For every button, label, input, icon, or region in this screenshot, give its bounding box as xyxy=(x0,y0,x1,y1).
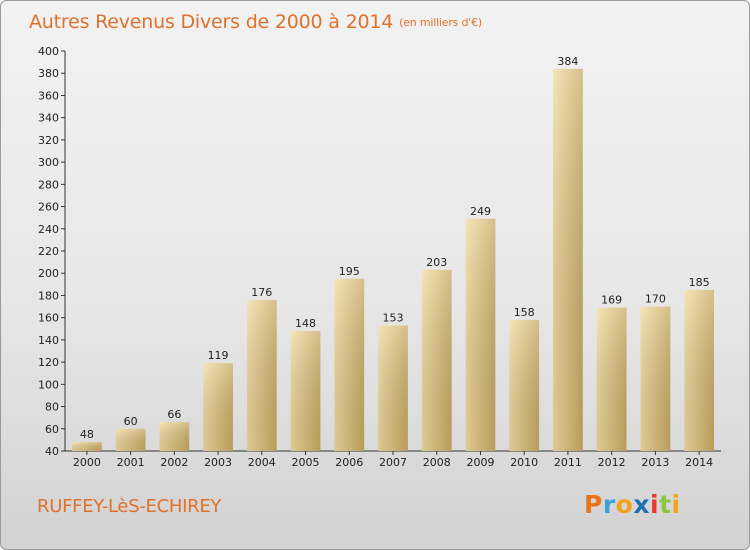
bar-value-label: 153 xyxy=(383,311,404,324)
y-tick-label: 240 xyxy=(38,223,59,236)
logo-letter: P xyxy=(584,490,603,519)
bar-shade xyxy=(378,325,408,451)
logo-letter: o xyxy=(615,490,634,519)
logo-letter: i xyxy=(671,490,681,519)
bar-shade xyxy=(509,319,540,451)
x-tick-label: 2003 xyxy=(204,456,232,469)
bar-value-label: 249 xyxy=(470,205,491,218)
bar-value-label: 203 xyxy=(426,256,447,269)
bar-shade xyxy=(71,442,102,451)
y-tick-label: 160 xyxy=(38,312,59,325)
value-labels: 48 60 66 119 176 148 195 153 203 249 158 384 169 170 1… xyxy=(80,55,710,441)
bar-value-label: 176 xyxy=(251,286,272,299)
bar-value-label: 148 xyxy=(295,317,316,330)
x-tick-label: 2009 xyxy=(466,456,494,469)
x-tick-label: 2012 xyxy=(598,456,626,469)
y-tick-label: 400 xyxy=(38,45,59,58)
bar-value-label: 169 xyxy=(601,294,622,307)
y-tick-label: 60 xyxy=(45,423,59,436)
x-tick-label: 2006 xyxy=(335,456,363,469)
bar-value-label: 170 xyxy=(645,293,666,306)
logo-letter: r xyxy=(602,490,616,519)
bar-shade xyxy=(421,269,452,451)
title-text: Autres Revenus Divers de 2000 à 2014 xyxy=(29,11,394,33)
y-tick-label: 120 xyxy=(38,356,59,369)
y-tick-label: 360 xyxy=(38,89,59,102)
x-tick-label: 2014 xyxy=(685,456,713,469)
bar-shade xyxy=(203,363,233,451)
bar-value-label: 48 xyxy=(80,428,94,441)
bar-value-label: 384 xyxy=(557,55,578,68)
y-tick-label: 280 xyxy=(38,178,59,191)
x-tick-label: 2011 xyxy=(554,456,582,469)
x-tick-label: 2010 xyxy=(510,456,538,469)
bar-shade xyxy=(246,299,277,451)
bars xyxy=(71,68,715,452)
bar-shade xyxy=(553,68,583,452)
bar-value-label: 195 xyxy=(339,265,360,278)
y-tick-label: 260 xyxy=(38,201,59,214)
proxiti-logo: Proxiti xyxy=(584,490,681,519)
logo-letter: i xyxy=(650,490,660,519)
bar-shade xyxy=(290,331,321,451)
bar-value-label: 185 xyxy=(689,276,710,289)
x-tick-label: 2004 xyxy=(248,456,276,469)
y-tick-label: 300 xyxy=(38,156,59,169)
bar-shade xyxy=(159,422,190,451)
y-tick-label: 320 xyxy=(38,134,59,147)
x-tick-label: 2005 xyxy=(292,456,320,469)
bar-shade xyxy=(465,218,496,451)
y-tick-label: 140 xyxy=(38,334,59,347)
logo-letter: x xyxy=(633,490,650,519)
bar-value-label: 60 xyxy=(124,415,138,428)
y-tick-label: 340 xyxy=(38,112,59,125)
unit-note: (en milliers d'€) xyxy=(399,16,483,29)
x-tick-label: 2000 xyxy=(73,456,101,469)
x-tick-label: 2001 xyxy=(117,456,145,469)
city-name: RUFFEY-LèS-ECHIREY xyxy=(37,496,222,517)
x-tick-label: 2002 xyxy=(160,456,188,469)
bar-shade xyxy=(596,307,627,451)
bar-shade xyxy=(334,278,365,451)
x-axis: 2000 2001 2002 2003 2004 2005 2006 2007 2008 2009… xyxy=(65,450,721,469)
y-tick-label: 40 xyxy=(45,445,59,458)
bar-shade xyxy=(115,428,146,451)
bar-shade xyxy=(684,289,715,451)
y-tick-label: 100 xyxy=(38,378,59,391)
x-tick-label: 2013 xyxy=(641,456,669,469)
y-tick-label: 180 xyxy=(38,289,59,302)
bar-value-label: 119 xyxy=(208,349,229,362)
bar-shade xyxy=(640,306,671,451)
y-tick-label: 200 xyxy=(38,267,59,280)
y-tick-label: 380 xyxy=(38,67,59,80)
x-tick-label: 2008 xyxy=(423,456,451,469)
bar-value-label: 158 xyxy=(514,306,535,319)
y-tick-label: 220 xyxy=(38,245,59,258)
bar-value-label: 66 xyxy=(167,408,181,421)
chart-title: Autres Revenus Divers de 2000 à 2014 (en … xyxy=(29,11,482,33)
y-axis: 40 60 80 100 120 140 160 180 200 220 240 260 280 300 3… xyxy=(38,45,66,458)
y-tick-label: 80 xyxy=(45,401,59,414)
x-tick-label: 2007 xyxy=(379,456,407,469)
logo-letter: t xyxy=(659,490,672,519)
